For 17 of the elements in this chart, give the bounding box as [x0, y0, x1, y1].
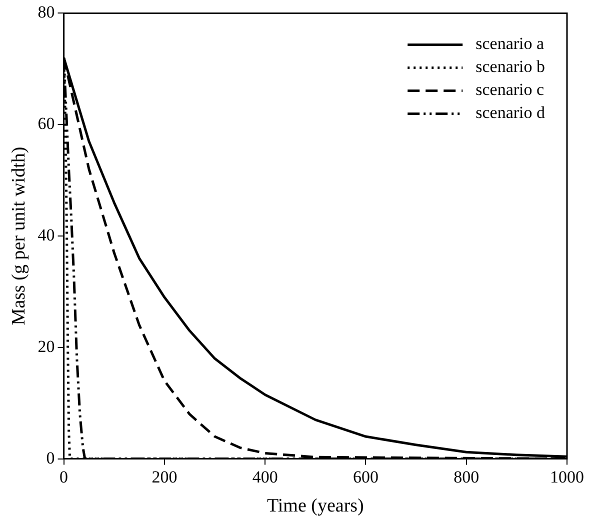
- y-tick-label: 60: [38, 114, 55, 134]
- x-tick-label: 600: [352, 467, 378, 486]
- x-tick-label: 800: [454, 467, 480, 486]
- y-tick-label: 0: [46, 448, 55, 468]
- y-tick-label: 20: [38, 336, 55, 356]
- y-tick-label: 80: [38, 2, 55, 22]
- x-tick-label: 1000: [550, 467, 584, 486]
- x-tick-label: 400: [252, 467, 278, 486]
- x-tick-label: 200: [152, 467, 178, 486]
- legend-label: scenario a: [476, 34, 544, 54]
- legend-label: scenario c: [476, 80, 544, 100]
- y-axis-title: Mass (g per unit width): [8, 146, 30, 326]
- x-axis-title: Time (years): [266, 496, 364, 517]
- x-tick-label: 0: [60, 467, 68, 486]
- legend-label: scenario d: [476, 103, 546, 122]
- legend-label: scenario b: [476, 57, 546, 76]
- y-tick-label: 40: [38, 225, 55, 244]
